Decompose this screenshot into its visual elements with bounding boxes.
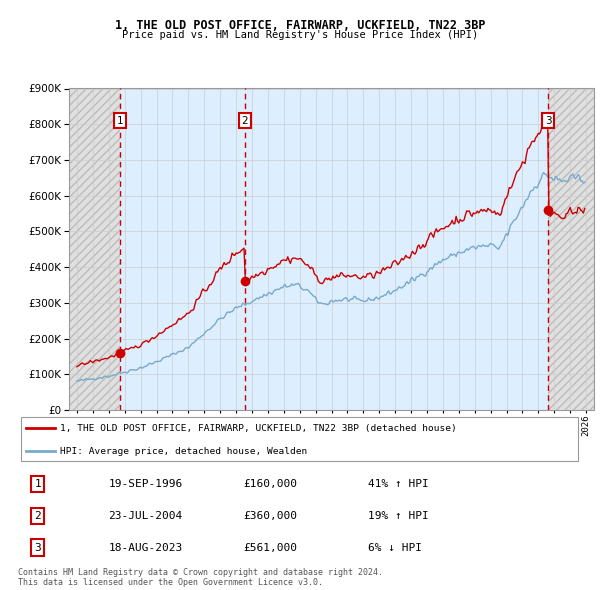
- Text: 18-AUG-2023: 18-AUG-2023: [108, 543, 182, 553]
- Text: 6% ↓ HPI: 6% ↓ HPI: [368, 543, 422, 553]
- Text: 3: 3: [34, 543, 41, 553]
- Text: HPI: Average price, detached house, Wealden: HPI: Average price, detached house, Weal…: [60, 447, 308, 455]
- Text: 1: 1: [117, 116, 124, 126]
- Text: 19-SEP-1996: 19-SEP-1996: [108, 479, 182, 489]
- Text: 1: 1: [34, 479, 41, 489]
- Text: £360,000: £360,000: [244, 511, 298, 521]
- Text: Price paid vs. HM Land Registry's House Price Index (HPI): Price paid vs. HM Land Registry's House …: [122, 30, 478, 40]
- FancyBboxPatch shape: [21, 417, 578, 461]
- Text: 2: 2: [241, 116, 248, 126]
- Text: 1, THE OLD POST OFFICE, FAIRWARP, UCKFIELD, TN22 3BP: 1, THE OLD POST OFFICE, FAIRWARP, UCKFIE…: [115, 19, 485, 32]
- Bar: [548, 88, 594, 410]
- Text: £561,000: £561,000: [244, 543, 298, 553]
- Text: 2: 2: [34, 511, 41, 521]
- Text: 3: 3: [545, 116, 551, 126]
- Text: 23-JUL-2004: 23-JUL-2004: [108, 511, 182, 521]
- Bar: [69, 88, 120, 410]
- Text: Contains HM Land Registry data © Crown copyright and database right 2024.
This d: Contains HM Land Registry data © Crown c…: [18, 568, 383, 587]
- Text: £160,000: £160,000: [244, 479, 298, 489]
- Text: 1, THE OLD POST OFFICE, FAIRWARP, UCKFIELD, TN22 3BP (detached house): 1, THE OLD POST OFFICE, FAIRWARP, UCKFIE…: [60, 424, 457, 433]
- Bar: [120, 88, 548, 410]
- Text: 19% ↑ HPI: 19% ↑ HPI: [368, 511, 428, 521]
- Text: 41% ↑ HPI: 41% ↑ HPI: [368, 479, 428, 489]
